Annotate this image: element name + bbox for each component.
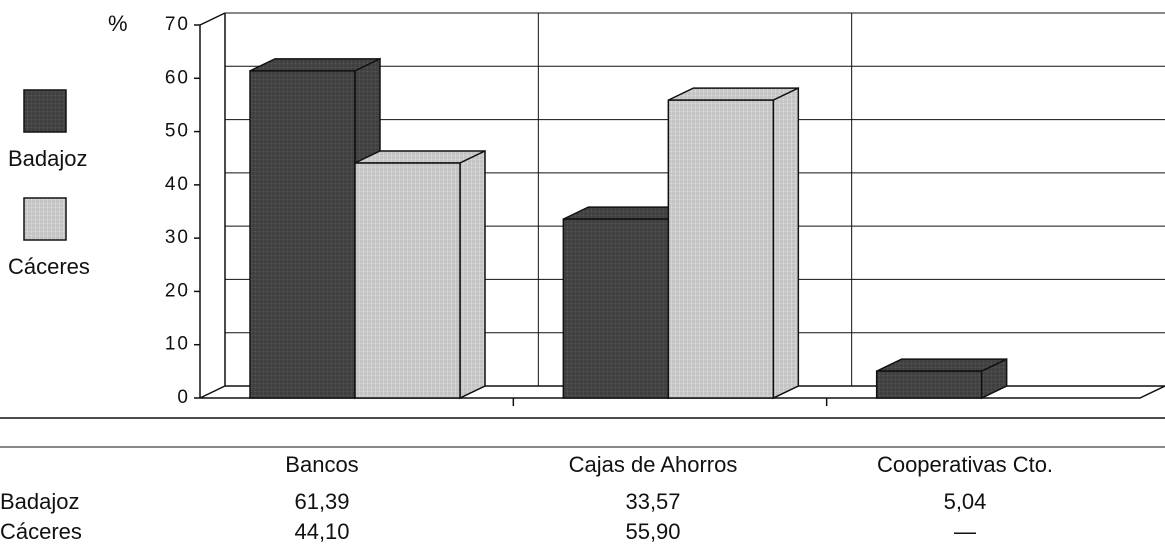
y-tick-label: 70: [165, 14, 190, 35]
table-cell: 44,10: [294, 519, 349, 544]
table-header: Bancos: [285, 452, 358, 477]
y-tick-label: 50: [165, 121, 190, 142]
y-tick-label: 20: [165, 280, 190, 301]
table-header: Cajas de Ahorros: [569, 452, 738, 477]
bar: [354, 162, 461, 399]
bar: [875, 370, 983, 399]
table-cell: 61,39: [294, 489, 349, 514]
table-row-label: Badajoz: [0, 489, 80, 514]
table-cell: 33,57: [625, 489, 680, 514]
y-axis-label: %: [108, 11, 128, 36]
legend-label: Badajoz: [8, 146, 88, 171]
bar: [562, 218, 670, 399]
y-tick-label: 10: [165, 334, 190, 355]
legend-swatch: [23, 89, 67, 133]
wall-edge: [199, 12, 226, 26]
table-cell: 5,04: [944, 489, 987, 514]
legend-swatch: [23, 197, 67, 241]
table-cell: 55,90: [625, 519, 680, 544]
table-header: Cooperativas Cto.: [877, 452, 1053, 477]
table-cell: —: [954, 519, 976, 544]
legend-label: Cáceres: [8, 254, 90, 279]
bar-side: [772, 86, 800, 400]
bar: [667, 99, 775, 399]
table-row-label: Cáceres: [0, 519, 82, 544]
y-tick-label: 0: [177, 387, 190, 408]
bar: [249, 70, 356, 399]
y-tick-label: 60: [165, 67, 190, 88]
y-tick-label: 40: [165, 174, 190, 195]
y-tick-label: 30: [165, 227, 190, 248]
bar-side: [459, 149, 486, 400]
